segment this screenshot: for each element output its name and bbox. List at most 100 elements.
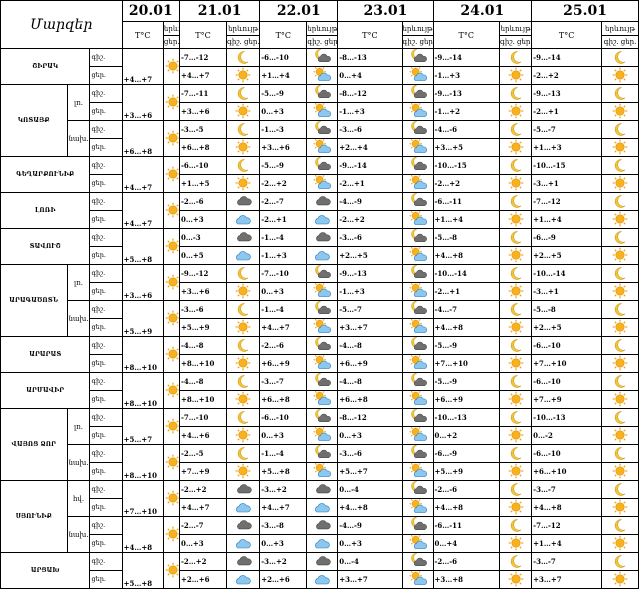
- cloud-icon: [306, 516, 339, 535]
- cloud-icon: [306, 480, 339, 499]
- day-temp: +7…+9: [531, 390, 603, 409]
- day-temp: -2…+1: [259, 210, 308, 229]
- night-label: գիշ.: [89, 264, 123, 283]
- moon-icon: [226, 372, 261, 391]
- sun-icon: [162, 444, 180, 481]
- cloud-icon: [306, 498, 339, 517]
- day-temp: +6…+10: [531, 462, 603, 481]
- subregion-label: հվ.: [66, 480, 91, 517]
- night-temp: -3…-8: [259, 516, 308, 535]
- day-label: ցեր.: [89, 282, 123, 301]
- weather-col-header: երևույթ: [601, 21, 639, 36]
- night-temp: -3…+2: [259, 480, 308, 499]
- sun-cloud-icon: [401, 390, 434, 409]
- night-label: գիշ.: [89, 372, 123, 391]
- day-temp: +3…+7: [531, 570, 603, 589]
- moon-icon: [601, 300, 639, 319]
- temp-col-header: T°C: [121, 21, 164, 49]
- sun-icon: [601, 210, 639, 229]
- sun-cloud-icon: [401, 210, 434, 229]
- moon-icon: [601, 84, 639, 103]
- moon-icon: [601, 156, 639, 175]
- day-temp: -2…+1: [531, 102, 603, 121]
- temp-col-header: T°C: [531, 21, 603, 49]
- night-temp: -3…-5: [178, 120, 228, 139]
- night-label: գիշ.: [89, 516, 123, 535]
- sun-icon: [499, 246, 533, 265]
- cloud-icon: [226, 534, 261, 553]
- day-temp: +4…+7: [121, 192, 164, 229]
- day-temp: -1…+3: [259, 246, 308, 265]
- moon-icon: [499, 48, 533, 67]
- moon-icon: [499, 264, 533, 283]
- night-temp: -6…-9: [432, 444, 501, 463]
- sun-cloud-icon: [306, 102, 339, 121]
- day-temp: +6…+9: [432, 390, 501, 409]
- sun-icon: [601, 246, 639, 265]
- sun-icon: [499, 498, 533, 517]
- moon-icon: [601, 336, 639, 355]
- day-label: ցեր.: [89, 498, 123, 517]
- day-temp: +6…+8: [337, 390, 403, 409]
- day-temp: -2…+2: [259, 174, 308, 193]
- night-temp: -1…-4: [259, 228, 308, 247]
- day-temp: +5…+9: [432, 462, 501, 481]
- date-header: 24.01: [432, 0, 533, 22]
- subregion-label: նախ.: [66, 120, 91, 157]
- night-temp: -1…-3: [259, 120, 308, 139]
- day-temp: +4…+6: [178, 426, 228, 445]
- day-temp: +3…+8: [432, 570, 501, 589]
- sun-cloud-icon: [401, 318, 434, 337]
- night-temp: -9…-13: [432, 84, 501, 103]
- sun-icon: [162, 408, 180, 445]
- moon-icon: [601, 264, 639, 283]
- day-temp: +2…+4: [337, 138, 403, 157]
- night-label: գիշ.: [89, 84, 123, 103]
- day-temp: +6…+8: [259, 390, 308, 409]
- moon-icon: [499, 444, 533, 463]
- night-temp: -3…-6: [337, 228, 403, 247]
- sun-icon: [499, 534, 533, 553]
- sun-cloud-icon: [306, 174, 339, 193]
- sun-cloud-icon: [401, 534, 434, 553]
- day-temp: +1…+4: [259, 66, 308, 85]
- moon-icon: [226, 444, 261, 463]
- cloud-icon: [226, 228, 261, 247]
- day-temp: +8…+10: [121, 336, 164, 373]
- region-name: ԱՐԱԳԱԾՈՏՆ: [0, 264, 68, 337]
- moon-cloud-icon: [401, 444, 434, 463]
- moon-cloud-icon: [401, 408, 434, 427]
- day-temp: -1…+3: [432, 66, 501, 85]
- night-temp: -3…-6: [337, 444, 403, 463]
- cloud-icon: [226, 210, 261, 229]
- night-temp: -5…-9: [259, 84, 308, 103]
- day-label: ցեր.: [89, 102, 123, 121]
- weather-col-header: երևույթ: [162, 21, 180, 36]
- night-temp: -4…-9: [337, 516, 403, 535]
- night-temp: -4…-8: [178, 372, 228, 391]
- day-temp: +2…+6: [259, 570, 308, 589]
- sun-icon: [601, 426, 639, 445]
- day-temp: +4…+7: [121, 156, 164, 193]
- moon-icon: [601, 552, 639, 571]
- day-temp: +8…+10: [178, 354, 228, 373]
- night-temp: -4…-7: [432, 300, 501, 319]
- moon-icon: [499, 192, 533, 211]
- day-temp: +1…+3: [531, 138, 603, 157]
- day-temp: +4…+8: [432, 318, 501, 337]
- sun-icon: [499, 318, 533, 337]
- moon-cloud-icon: [306, 408, 339, 427]
- moon-icon: [601, 372, 639, 391]
- weather-col-header: երևույթ: [401, 21, 434, 36]
- sun-icon: [499, 354, 533, 373]
- day-label: ցեր.: [89, 318, 123, 337]
- night-temp: -5…-7: [531, 120, 603, 139]
- day-temp: +4…+7: [178, 66, 228, 85]
- sun-icon: [499, 210, 533, 229]
- subregion-label: նախ.: [66, 300, 91, 337]
- night-temp: -8…-13: [337, 48, 403, 67]
- temp-col-header: T°C: [178, 21, 228, 49]
- sun-icon: [226, 102, 261, 121]
- sun-cloud-icon: [306, 66, 339, 85]
